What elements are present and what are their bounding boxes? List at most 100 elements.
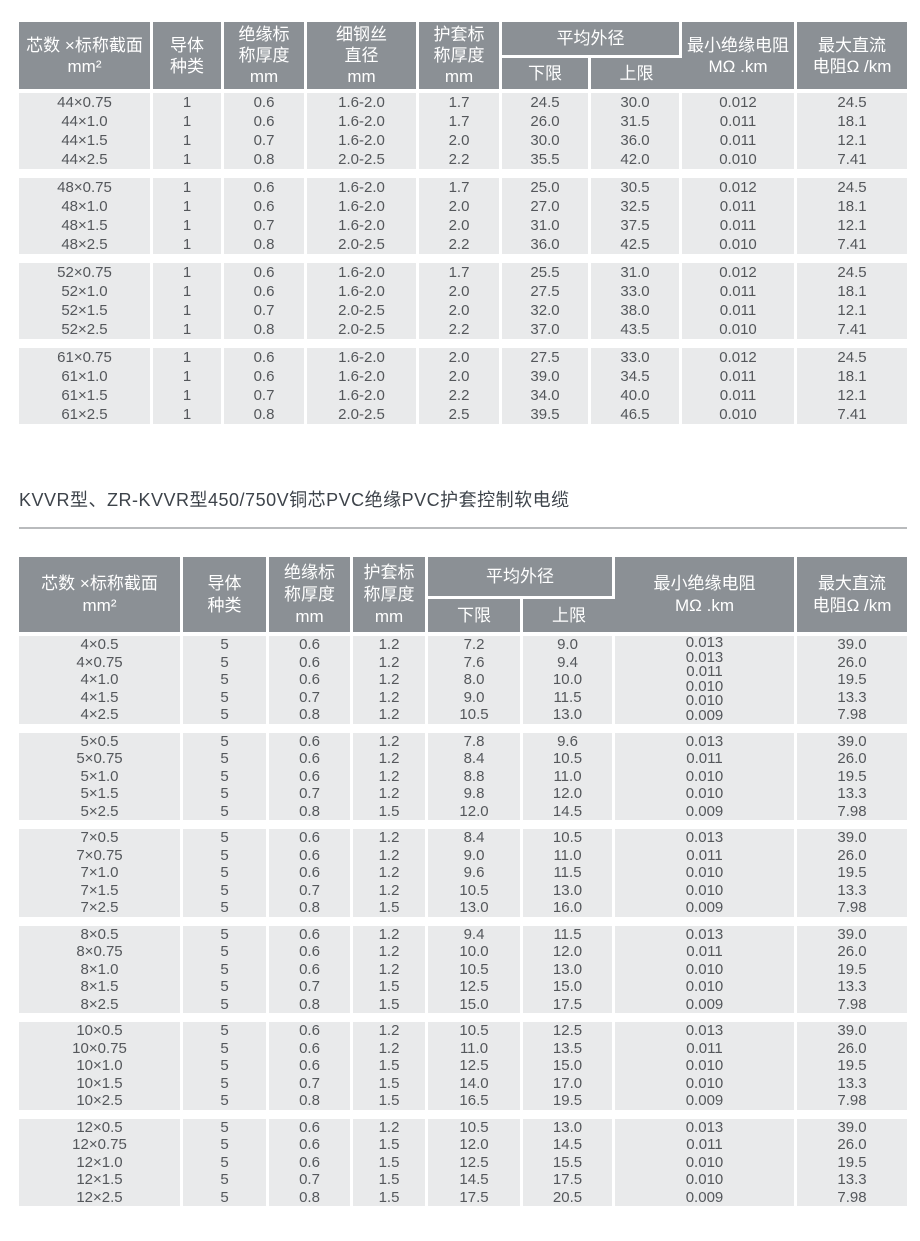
table-cell: 13.0 (523, 1114, 615, 1136)
table-cell: 0.010 (682, 405, 797, 429)
table-cell: 5 (183, 921, 269, 943)
table-cell: 17.5 (428, 1188, 523, 1211)
table-row: 61×1.5 1 0.7 1.6-2.0 2.2 34.0 40.0 0.011 12.1 (19, 386, 907, 405)
table-cell: 0.7 (269, 881, 353, 899)
table-cell: 2.0-2.5 (307, 301, 419, 320)
table-cell: 26.0 (502, 112, 591, 131)
table-cell: 7.98 (797, 1188, 907, 1211)
table-cell: 0.011 (682, 216, 797, 235)
table-row: 10×1.0 5 0.6 1.5 12.5 15.0 0.010 19.5 (19, 1057, 907, 1075)
table-row: 48×2.5 1 0.8 2.0-2.5 2.2 36.0 42.5 0.010 7.41 (19, 235, 907, 259)
table-cell: 5 (183, 846, 269, 864)
table-cell: 7×1.0 (19, 864, 183, 882)
table-cell: 2.2 (419, 235, 502, 259)
table-cell: 0.010 (615, 864, 797, 882)
table-cell: 8.4 (428, 750, 523, 768)
table-cell: 1.7 (419, 112, 502, 131)
table-cell: 0.7 (269, 688, 353, 706)
table-cell: 4×1.5 (19, 688, 183, 706)
table-cell: 19.5 (797, 864, 907, 882)
table-cell: 2.0-2.5 (307, 150, 419, 174)
table-cell: 42.5 (591, 235, 682, 259)
table-cell: 30.5 (591, 174, 682, 197)
table-cell: 9.6 (523, 728, 615, 750)
row-group: 4×0.5 5 0.6 1.2 7.2 9.0 0.013 0.013 0.011 0.01… (19, 632, 907, 729)
top-margin (19, 0, 907, 22)
table-cell: 19.5 (797, 767, 907, 785)
table-cell: 12.1 (797, 131, 907, 150)
table-cell: 8×2.5 (19, 995, 183, 1018)
table-cell: 1.5 (353, 978, 428, 996)
table-cell: 18.1 (797, 197, 907, 216)
table-cell: 0.6 (269, 1039, 353, 1057)
table-cell: 0.010 (682, 150, 797, 174)
table-cell: 2.0-2.5 (307, 405, 419, 429)
table-cell: 7.41 (797, 150, 907, 174)
table-cell: 7.41 (797, 405, 907, 429)
table-cell: 0.8 (269, 1092, 353, 1115)
row-group: 10×0.5 5 0.6 1.2 10.5 12.5 0.013 39.0 10×0.75 5 0.… (19, 1018, 907, 1115)
table-row: 7×2.5 5 0.8 1.5 13.0 16.0 0.009 7.98 (19, 899, 907, 922)
table-cell: 43.5 (591, 320, 682, 344)
table-cell: 0.009 (615, 1188, 797, 1211)
table-cell: 0.011 (682, 282, 797, 301)
table-cell: 1.6-2.0 (307, 367, 419, 386)
col-header-od-lower-limit: 下限 (428, 599, 523, 632)
table-cell: 39.0 (797, 632, 907, 654)
table-cell: 44×1.5 (19, 131, 153, 150)
table-cell: 32.5 (591, 197, 682, 216)
table-cell: 12.5 (523, 1018, 615, 1040)
table-cell: 0.6 (269, 1153, 353, 1171)
table-row: 8×1.0 5 0.6 1.2 10.5 13.0 0.010 19.5 (19, 960, 907, 978)
table-cell: 37.5 (591, 216, 682, 235)
kvvr-table-header: 芯数 ×标称截面 mm² 导体 种类 绝缘标 称厚度 mm 护套标 称厚度 mm… (19, 557, 907, 632)
table-cell: 0.009 (615, 1092, 797, 1115)
table-cell: 1.5 (353, 899, 428, 922)
table-cell: 7.98 (797, 1092, 907, 1115)
table-cell: 5 (183, 1188, 269, 1211)
table-cell: 1.6-2.0 (307, 386, 419, 405)
table-cell: 1.5 (353, 1136, 428, 1154)
row-group: 44×0.75 1 0.6 1.6-2.0 1.7 24.5 30.0 0.012 24.5 44… (19, 89, 907, 174)
table-cell: 16.0 (523, 899, 615, 922)
table-row: 4×1.5 5 0.7 1.2 9.0 11.5 13.3 (19, 688, 907, 706)
table-cell: 5 (183, 825, 269, 847)
table-cell: 2.0 (419, 344, 502, 367)
table-cell: 5 (183, 728, 269, 750)
table-cell: 39.0 (797, 921, 907, 943)
table-cell: 0.6 (269, 1057, 353, 1075)
table-cell: 0.7 (224, 301, 307, 320)
table-cell: 20.5 (523, 1188, 615, 1211)
table-cell: 61×1.5 (19, 386, 153, 405)
col-header-max-dc-resistance: 最大直流 电阻Ω /km (797, 557, 907, 632)
table-cell: 0.012 (682, 89, 797, 112)
table-cell: 14.5 (523, 802, 615, 825)
table-cell: 5 (183, 750, 269, 768)
table-row: 48×1.5 1 0.7 1.6-2.0 2.0 31.0 37.5 0.011 12.1 (19, 216, 907, 235)
table-cell: 10.5 (523, 750, 615, 768)
table-cell: 4×0.75 (19, 653, 183, 671)
table-row: 10×2.5 5 0.8 1.5 16.5 19.5 0.009 7.98 (19, 1092, 907, 1115)
table-cell: 2.0 (419, 216, 502, 235)
col-header-conductor-type: 导体 种类 (183, 557, 269, 632)
table-cell: 10×1.5 (19, 1074, 183, 1092)
table-cell: 9.0 (428, 688, 523, 706)
table-cell: 0.7 (269, 785, 353, 803)
col-header-od-upper-limit: 上限 (591, 58, 682, 89)
table-cell: 39.0 (797, 825, 907, 847)
table-cell: 19.5 (797, 1153, 907, 1171)
section-title: KVVR型、ZR-KVVR型450/750V铜芯PVC绝缘PVC护套控制软电缆 (19, 490, 570, 510)
table-cell: 5×1.5 (19, 785, 183, 803)
table-row: 12×1.0 5 0.6 1.5 12.5 15.5 0.010 19.5 (19, 1153, 907, 1171)
table-cell: 0.6 (269, 921, 353, 943)
table-cell: 0.6 (269, 943, 353, 961)
col-header-insulation-thickness: 绝缘标 称厚度 mm (224, 22, 307, 89)
table-cell: 39.0 (502, 367, 591, 386)
col-header-avg-outer-diameter: 平均外径 (428, 557, 615, 599)
table-cell: 1 (153, 216, 224, 235)
table-cell: 0.012 (682, 344, 797, 367)
table-row: 52×1.0 1 0.6 1.6-2.0 2.0 27.5 33.0 0.011 18.1 (19, 282, 907, 301)
table-cell: 1.2 (353, 653, 428, 671)
table-row: 7×0.75 5 0.6 1.2 9.0 11.0 0.011 26.0 (19, 846, 907, 864)
table-row: 4×0.75 5 0.6 1.2 7.6 9.4 26.0 (19, 653, 907, 671)
